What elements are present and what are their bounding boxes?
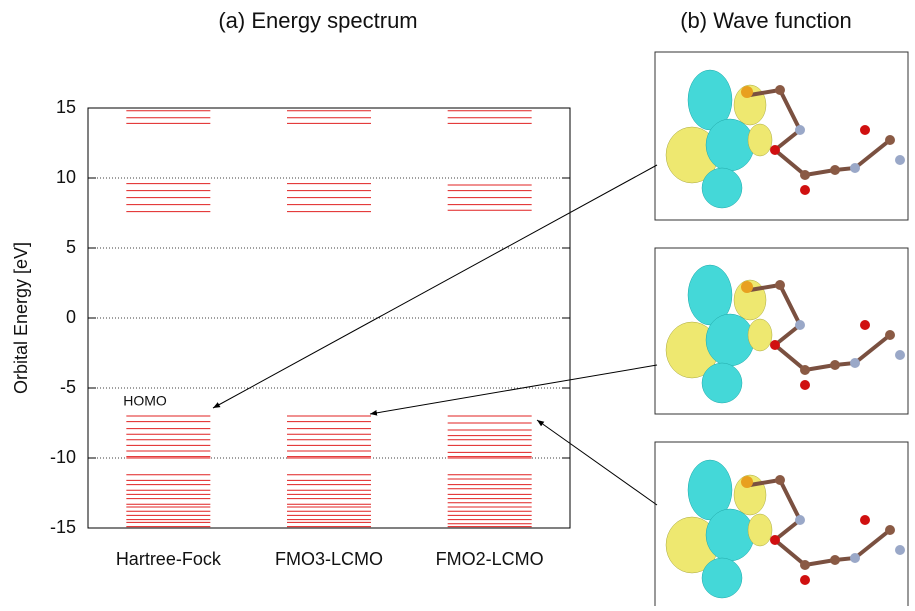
y-tick-label: -10 [50,447,76,467]
chart-title: (a) Energy spectrum [218,8,417,33]
x-tick-label: FMO3-LCMO [275,549,383,569]
y-tick-label: -15 [50,517,76,537]
y-tick-label: 5 [66,237,76,257]
y-tick-label: -5 [60,377,76,397]
annotation: HOMO [123,393,167,409]
wave-function-panel [655,52,908,606]
x-tick-label: FMO2-LCMO [436,549,544,569]
y-axis-label: Orbital Energy [eV] [11,242,31,394]
y-tick-label: 15 [56,97,76,117]
y-tick-label: 0 [66,307,76,327]
panel-title: (b) Wave function [680,8,852,33]
x-tick-label: Hartree-Fock [116,549,222,569]
y-tick-label: 10 [56,167,76,187]
figure: (a) Energy spectrum (b) Wave function Or… [0,0,915,606]
arrows [213,165,657,505]
